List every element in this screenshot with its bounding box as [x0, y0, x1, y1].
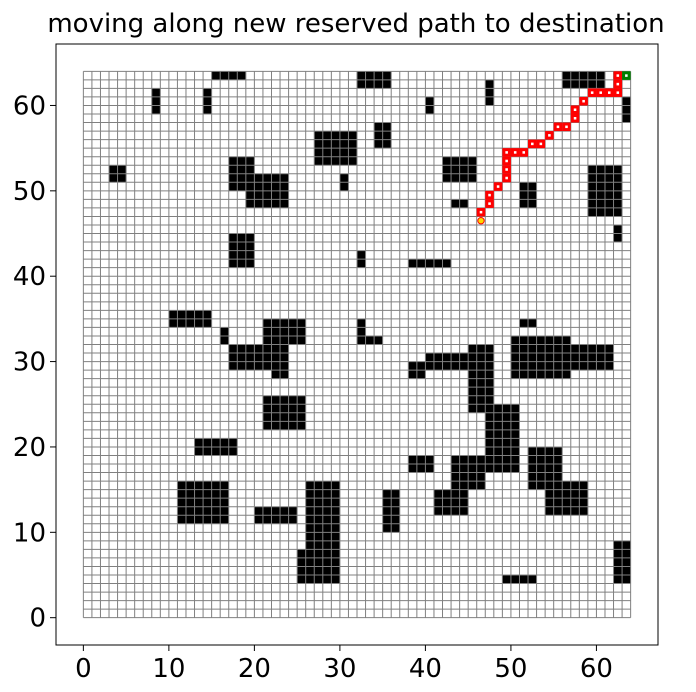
path-cell	[570, 114, 580, 123]
obstacle-block	[408, 259, 452, 268]
x-tick-label: 30	[323, 654, 356, 684]
path-cell	[519, 148, 529, 157]
path-cell	[570, 105, 580, 115]
path-cell	[528, 139, 537, 149]
path-cell	[485, 199, 494, 208]
path-cell	[493, 182, 503, 191]
path-cell	[587, 88, 597, 97]
chart-title: moving along new reserved path to destin…	[47, 9, 664, 39]
path-cell	[536, 139, 546, 149]
path-cell	[613, 79, 623, 89]
path-cell	[502, 148, 511, 157]
agent-marker	[477, 217, 485, 225]
x-tick-label: 10	[152, 654, 185, 684]
path-cell	[604, 88, 614, 97]
obstacle-block	[151, 88, 161, 115]
path-cell	[553, 122, 563, 132]
y-tick-label: 30	[13, 348, 46, 378]
obstacle-block	[203, 88, 212, 115]
obstacle-block	[262, 318, 306, 345]
x-tick-label: 60	[580, 654, 613, 684]
axes-frame	[55, 43, 659, 646]
y-tick-label: 0	[29, 604, 46, 634]
y-tick-label: 50	[13, 177, 46, 207]
x-tick-label: 0	[75, 654, 92, 684]
obstacle-block	[357, 318, 366, 345]
x-tick-label: 40	[409, 654, 442, 684]
x-tick-label: 20	[238, 654, 271, 684]
path-cell	[579, 96, 588, 106]
path-cell	[502, 156, 511, 166]
path-cell	[485, 190, 494, 200]
obstacle-block	[485, 79, 494, 106]
plot-area: 0 10 20 30 40 50 60 0 10 20 30 40 50 60	[13, 43, 659, 684]
y-tick-label: 20	[13, 433, 46, 463]
path-cell	[613, 71, 623, 80]
obstacle-block	[510, 335, 571, 379]
path-cell	[502, 173, 511, 183]
path-cell	[502, 165, 511, 174]
y-tick-label: 60	[13, 91, 46, 121]
path-cell	[613, 88, 623, 97]
path-cell	[596, 88, 605, 97]
y-tick-label: 40	[13, 262, 46, 292]
obstacle-block	[622, 96, 631, 123]
path-cell	[545, 131, 554, 140]
path-cell	[476, 207, 486, 217]
y-tick-label: 10	[13, 518, 46, 548]
path-cell	[562, 122, 571, 132]
path-cell	[510, 148, 520, 157]
x-tick-label: 50	[494, 654, 527, 684]
destination-marker	[622, 71, 631, 80]
